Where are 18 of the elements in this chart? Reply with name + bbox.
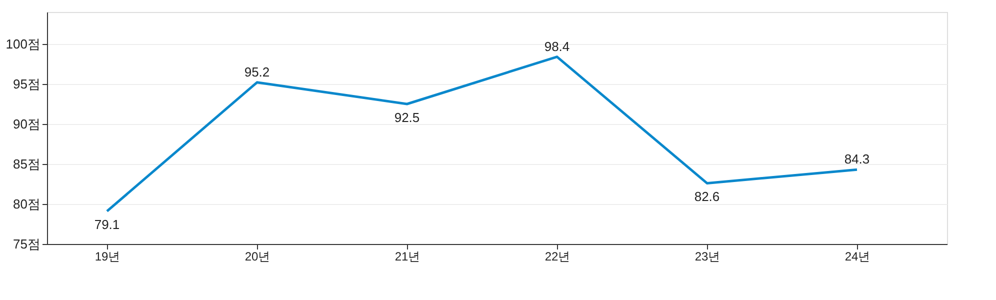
data-label: 95.2 — [244, 64, 270, 80]
y-tick-label: 75점 — [13, 236, 40, 252]
y-tick-label: 95점 — [13, 76, 40, 92]
x-tick-label: 21년 — [394, 250, 420, 264]
data-label: 84.3 — [844, 152, 870, 167]
x-tick-label: 20년 — [244, 250, 270, 264]
y-tick-label: 80점 — [13, 196, 40, 212]
data-label: 82.6 — [694, 189, 720, 204]
x-tick-label: 19년 — [94, 250, 120, 264]
y-tick-label: 100점 — [6, 36, 40, 52]
x-tick-label: 23년 — [694, 250, 720, 264]
data-label: 98.4 — [544, 38, 570, 54]
y-tick-label: 90점 — [13, 116, 40, 132]
data-label: 79.1 — [94, 217, 120, 232]
x-tick-label: 24년 — [844, 250, 870, 264]
x-tick-label: 22년 — [544, 250, 570, 264]
data-label: 92.5 — [394, 110, 420, 125]
y-tick-label: 85점 — [13, 156, 40, 172]
